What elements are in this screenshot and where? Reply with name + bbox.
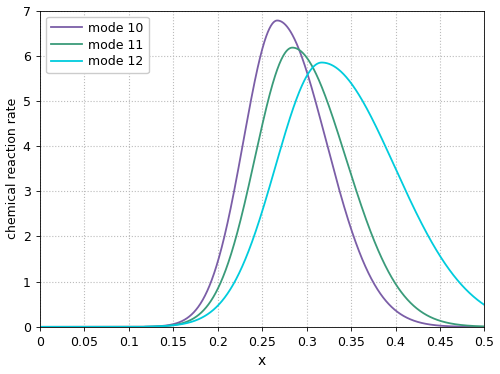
X-axis label: x: x bbox=[258, 355, 266, 368]
mode 12 bbox=[318, 60, 324, 65]
Line: mode 12: mode 12 bbox=[40, 62, 484, 327]
mode 12 bbox=[88, 325, 94, 329]
mode 11 bbox=[290, 45, 296, 50]
Legend: mode 10, mode 11, mode 12: mode 10, mode 11, mode 12 bbox=[46, 17, 149, 73]
Line: mode 10: mode 10 bbox=[40, 21, 484, 327]
mode 10 bbox=[226, 211, 232, 216]
mode 10 bbox=[208, 282, 214, 286]
mode 10 bbox=[274, 18, 280, 23]
mode 10 bbox=[482, 325, 488, 329]
mode 10 bbox=[473, 325, 479, 329]
mode 10 bbox=[425, 322, 431, 327]
mode 12 bbox=[37, 325, 43, 329]
mode 12 bbox=[226, 288, 232, 293]
mode 11 bbox=[226, 257, 232, 261]
mode 12 bbox=[114, 325, 120, 329]
mode 11 bbox=[37, 325, 43, 329]
Line: mode 11: mode 11 bbox=[40, 47, 484, 327]
mode 11 bbox=[114, 325, 120, 329]
mode 12 bbox=[473, 296, 479, 301]
mode 10 bbox=[114, 325, 120, 329]
Y-axis label: chemical reaction rate: chemical reaction rate bbox=[6, 98, 18, 239]
mode 12 bbox=[482, 303, 488, 307]
mode 11 bbox=[473, 324, 479, 328]
mode 10 bbox=[37, 325, 43, 329]
mode 10 bbox=[88, 325, 94, 329]
mode 11 bbox=[425, 313, 431, 318]
mode 11 bbox=[88, 325, 94, 329]
mode 12 bbox=[425, 233, 431, 237]
mode 11 bbox=[482, 324, 488, 329]
mode 12 bbox=[208, 310, 214, 315]
mode 11 bbox=[208, 300, 214, 304]
